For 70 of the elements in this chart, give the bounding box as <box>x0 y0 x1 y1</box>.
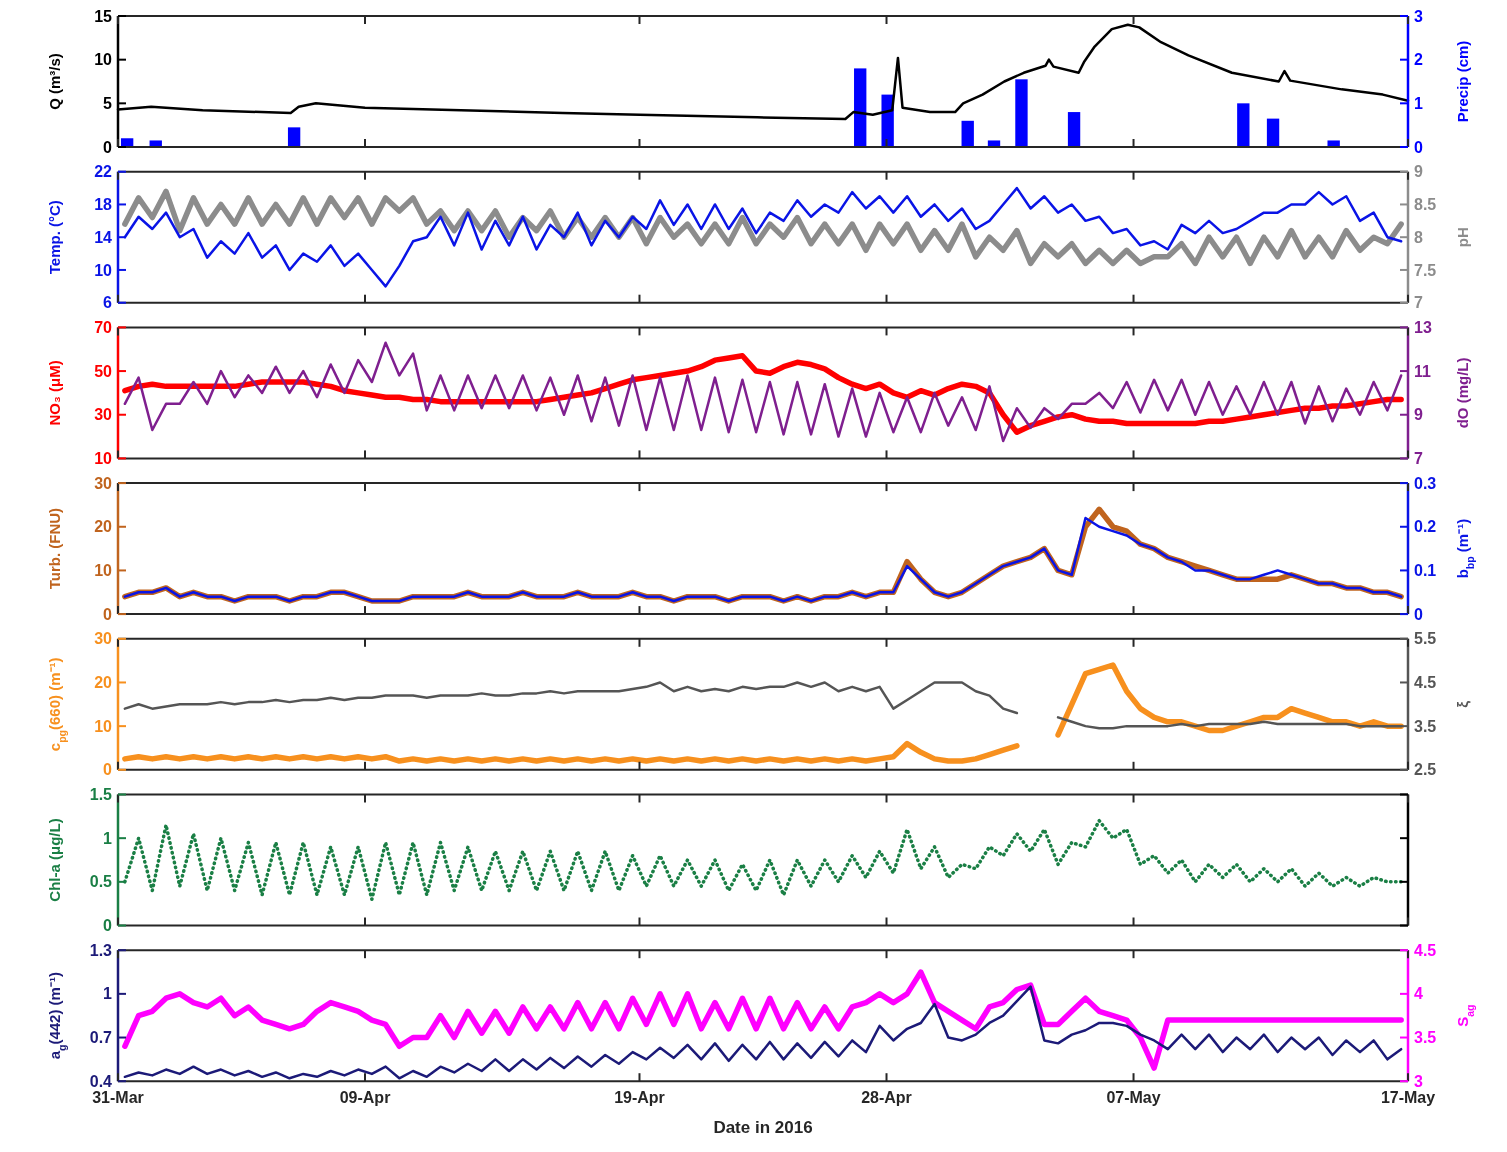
y-tick-label: 20 <box>94 518 113 536</box>
y2-tick-label: 7 <box>1414 294 1423 312</box>
y-tick-label: 30 <box>94 474 113 492</box>
y2-tick-label: 3.5 <box>1414 1029 1437 1047</box>
y-tick-label: 30 <box>94 630 113 648</box>
y-tick-label: 0 <box>103 605 113 623</box>
y2-tick-label: 3 <box>1414 1072 1423 1090</box>
y2-tick-label: 9 <box>1414 406 1423 424</box>
y-tick-label: 10 <box>94 562 113 580</box>
y2-tick-label: 2 <box>1414 51 1423 69</box>
y-tick-label: 18 <box>94 196 113 214</box>
y2-tick-label: 3 <box>1414 7 1423 25</box>
y-tick-label: 1.3 <box>89 941 113 959</box>
y-tick-label: 5 <box>103 94 113 112</box>
y2-axis-title: pH <box>1454 227 1471 248</box>
y-tick-label: 15 <box>94 7 113 25</box>
y2-tick-label: 9 <box>1414 163 1423 181</box>
y2-tick-label: 4 <box>1414 985 1423 1003</box>
y-tick-label: 1.5 <box>89 786 113 804</box>
y-axis-title: Turb. (FNU) <box>46 507 63 590</box>
y2-tick-label: 7 <box>1414 450 1423 467</box>
y-tick-label: 22 <box>94 163 113 181</box>
y-tick-label: 70 <box>94 319 113 336</box>
y2-axis-title: ξ <box>1454 700 1471 708</box>
x-tick-label: 07-May <box>1106 1089 1161 1107</box>
y-tick-label: 0 <box>103 917 113 935</box>
y2-tick-label: 4.5 <box>1414 674 1437 692</box>
x-tick-label: 19-Apr <box>614 1089 665 1107</box>
y-tick-label: 14 <box>94 228 113 246</box>
y2-tick-label: 7.5 <box>1414 261 1437 279</box>
y-tick-label: 10 <box>94 51 113 69</box>
y2-tick-label: 0 <box>1414 138 1423 156</box>
y-axis-title: NO₃ (μM) <box>46 360 63 426</box>
y2-tick-label: 5.5 <box>1414 630 1437 648</box>
x-tick-label: 31-Mar <box>92 1089 144 1107</box>
x-axis-title: Date in 2016 <box>713 1118 813 1138</box>
y-axis-title: Q (m³/s) <box>46 53 63 110</box>
y2-axis-title: dO (mg/L) <box>1454 357 1471 429</box>
y2-tick-label: 2.5 <box>1414 761 1437 779</box>
y2-tick-label: 0 <box>1414 605 1423 623</box>
y2-tick-label: 0.3 <box>1414 474 1437 492</box>
y-tick-label: 0.4 <box>89 1072 113 1090</box>
y-tick-label: 20 <box>94 674 113 692</box>
x-tick-label: 17-May <box>1380 1089 1436 1107</box>
y2-axis-title: Precip (cm) <box>1454 40 1471 123</box>
y2-tick-label: 11 <box>1414 362 1432 380</box>
y-tick-label: 30 <box>94 406 113 424</box>
y-tick-label: 1 <box>103 829 113 847</box>
x-tick-label: 28-Apr <box>861 1089 912 1107</box>
y-tick-label: 0.7 <box>89 1029 113 1047</box>
y2-tick-label: 8 <box>1414 228 1423 246</box>
y-tick-label: 0.5 <box>89 873 113 891</box>
y2-tick-label: 4.5 <box>1414 941 1437 959</box>
y2-tick-label: 1 <box>1414 94 1423 112</box>
y-tick-label: 10 <box>94 261 113 279</box>
x-tick-label: 09-Apr <box>339 1089 391 1107</box>
y-tick-label: 50 <box>94 362 113 380</box>
y2-tick-label: 0.2 <box>1414 518 1437 536</box>
y-tick-label: 0 <box>103 138 113 156</box>
y-axis-title: Chl-a (μg/L) <box>46 818 63 902</box>
y-axis-title: Temp. (°C) <box>46 200 63 275</box>
y-tick-label: 10 <box>94 450 113 467</box>
y-tick-label: 1 <box>103 985 113 1003</box>
y2-tick-label: 0.1 <box>1414 562 1437 580</box>
y2-tick-label: 8.5 <box>1414 196 1437 214</box>
y-tick-label: 10 <box>94 717 113 735</box>
y2-tick-label: 3.5 <box>1414 717 1437 735</box>
y-tick-label: 0 <box>103 761 113 779</box>
y2-tick-label: 13 <box>1414 319 1432 336</box>
y-tick-label: 6 <box>103 294 113 312</box>
